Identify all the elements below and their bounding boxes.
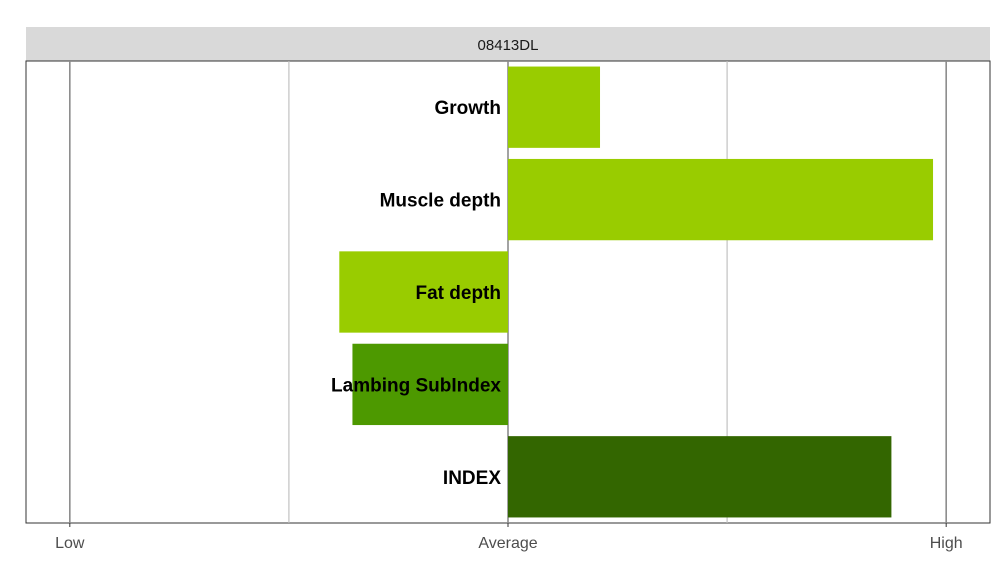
bar-1 [508,158,934,241]
bars [339,66,934,518]
bar-4 [508,436,892,518]
facet-strip [26,27,990,61]
bar-3 [352,343,508,426]
bar-label-0: Growth [435,98,502,119]
x-tick-label-2: High [930,535,963,552]
bar-label-1: Muscle depth [380,191,501,212]
bar-label-3: Lambing SubIndex [331,375,501,396]
bar-0 [508,66,601,148]
x-axis-ticks: Low Average High [55,523,963,552]
x-tick-label-0: Low [55,535,85,552]
bar-label-2: Fat depth [416,283,502,304]
bar-labels: Growth Muscle depth Fat depth Lambing SubIn… [331,98,501,489]
bar-2 [339,251,508,333]
x-tick-label-1: Average [478,535,537,552]
bar-label-4: INDEX [443,468,501,489]
facet-strip-title: 08413DL [478,37,539,54]
